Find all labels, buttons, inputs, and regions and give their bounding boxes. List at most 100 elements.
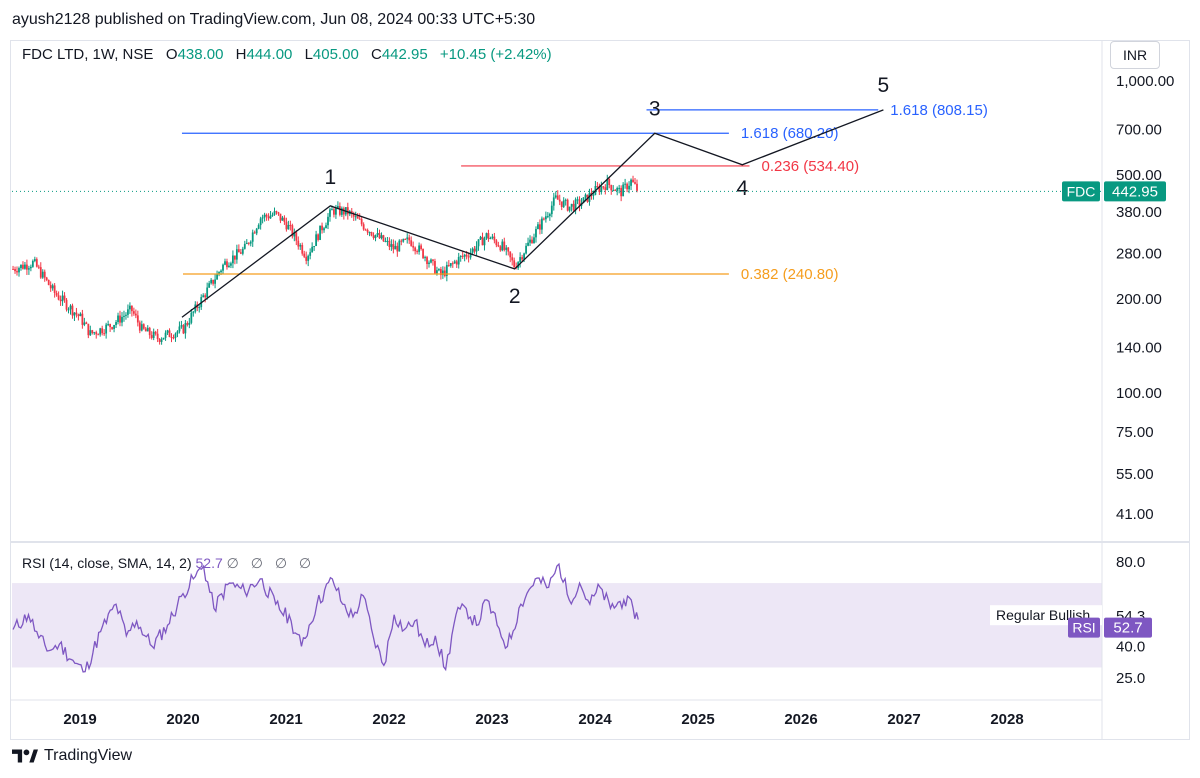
time-tick-label: 2025 [681, 711, 714, 728]
candle [487, 229, 490, 242]
candle [89, 325, 92, 336]
candle [544, 211, 547, 223]
candle [449, 263, 452, 268]
candle [546, 212, 549, 219]
candle [497, 241, 500, 248]
candle [208, 280, 211, 288]
candle [125, 312, 127, 320]
candle [150, 331, 153, 340]
published-info: ayush2128 published on TradingView.com, … [12, 11, 536, 28]
wave-label: 5 [878, 74, 890, 97]
candle [321, 222, 323, 234]
candle [235, 244, 238, 264]
candle [188, 317, 191, 329]
candle [570, 203, 573, 212]
regular-bullish-label: Regular Bullish [996, 607, 1090, 623]
candle [228, 262, 230, 268]
candle [560, 201, 563, 211]
candle [307, 254, 310, 267]
high-label: H [235, 46, 247, 63]
candle [309, 248, 312, 260]
candle [604, 184, 607, 195]
candle [156, 328, 159, 343]
rsi-legend-dots: ∅ ∅ ∅ ∅ [226, 555, 316, 571]
candle [158, 338, 161, 345]
change-value: +10.45 (+2.42%) [439, 46, 552, 63]
candle [612, 185, 615, 192]
candle [596, 182, 599, 188]
rsi-tick-label: 40.0 [1116, 638, 1145, 655]
candle [142, 323, 145, 330]
candle [438, 268, 440, 272]
open-label: O [165, 46, 178, 63]
candle [398, 239, 401, 252]
candle [325, 222, 327, 229]
candle [29, 264, 32, 272]
candle [556, 190, 559, 200]
candle [127, 304, 129, 318]
candle [61, 290, 64, 306]
candle [160, 337, 163, 345]
fib-level-label: 1.618 (680.20) [741, 125, 839, 142]
candle [87, 323, 90, 339]
candle [374, 234, 377, 242]
candle [626, 182, 628, 193]
candle [432, 259, 434, 266]
close-value: 442.95 [381, 46, 428, 63]
candle [624, 178, 627, 189]
candle [172, 334, 175, 340]
candle [630, 178, 632, 191]
candle [441, 266, 444, 279]
candle [271, 212, 274, 217]
candle [333, 207, 335, 218]
candle [27, 265, 30, 275]
price-tick-label: 1,000.00 [1116, 73, 1174, 90]
candle [471, 247, 474, 256]
candle [93, 331, 96, 335]
candle [463, 253, 466, 262]
candle [404, 238, 407, 241]
price-tick-label: 55.00 [1116, 466, 1154, 483]
candle [107, 320, 110, 327]
axes: 1,000.00700.00500.00380.00280.00200.0014… [10, 40, 1190, 740]
time-tick-label: 2021 [269, 711, 302, 728]
candle [622, 182, 625, 197]
candle [273, 207, 276, 216]
candle [186, 321, 189, 327]
rsi-badge [1068, 617, 1100, 638]
candle [422, 248, 424, 260]
candle [35, 257, 38, 268]
fib-level-label: 0.236 (534.40) [762, 158, 860, 175]
candle [473, 246, 476, 254]
candle [511, 253, 514, 266]
footer-brand: TradingView [12, 747, 132, 765]
candle [111, 326, 113, 330]
candle [505, 245, 508, 256]
candle [247, 242, 250, 246]
candle [198, 304, 201, 313]
currency-button[interactable]: INR [1110, 41, 1160, 69]
candle [55, 290, 58, 297]
candle [180, 320, 183, 329]
candle [168, 328, 171, 338]
candle [428, 260, 430, 268]
candle [434, 258, 436, 274]
candle [610, 184, 613, 195]
candle [539, 219, 541, 235]
candle [103, 329, 106, 336]
candle [212, 279, 215, 286]
candle [31, 259, 34, 268]
candle [360, 216, 363, 227]
candle [620, 185, 623, 202]
candle [396, 242, 399, 257]
candle [14, 266, 16, 274]
candle [45, 276, 48, 282]
price-tick-label: 280.00 [1116, 246, 1162, 263]
time-tick-label: 2023 [475, 711, 508, 728]
candle [243, 240, 246, 250]
candle [57, 291, 60, 301]
candle [455, 259, 458, 269]
candle [632, 175, 634, 183]
candle [317, 233, 319, 242]
